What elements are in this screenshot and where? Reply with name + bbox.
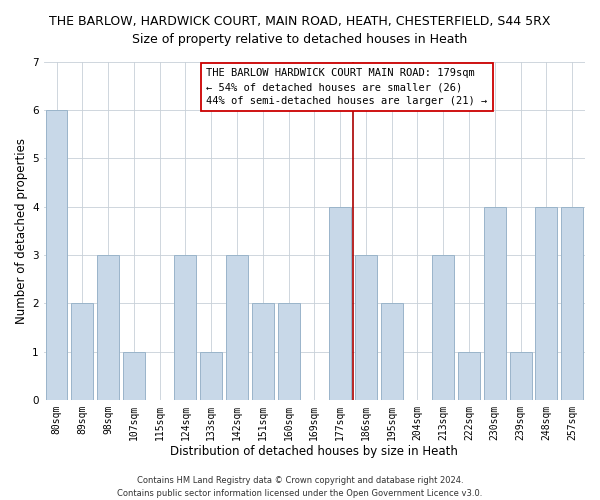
Bar xyxy=(509,352,532,400)
Bar xyxy=(432,255,454,400)
Y-axis label: Number of detached properties: Number of detached properties xyxy=(15,138,28,324)
Text: Size of property relative to detached houses in Heath: Size of property relative to detached ho… xyxy=(133,32,467,46)
X-axis label: Distribution of detached houses by size in Heath: Distribution of detached houses by size … xyxy=(170,444,458,458)
Bar xyxy=(252,304,274,400)
Bar xyxy=(535,206,557,400)
Bar xyxy=(123,352,145,400)
Bar xyxy=(381,304,403,400)
Bar xyxy=(561,206,583,400)
Bar xyxy=(484,206,506,400)
Text: THE BARLOW, HARDWICK COURT, MAIN ROAD, HEATH, CHESTERFIELD, S44 5RX: THE BARLOW, HARDWICK COURT, MAIN ROAD, H… xyxy=(49,15,551,28)
Bar xyxy=(46,110,67,400)
Bar xyxy=(175,255,196,400)
Text: Contains HM Land Registry data © Crown copyright and database right 2024.
Contai: Contains HM Land Registry data © Crown c… xyxy=(118,476,482,498)
Bar xyxy=(278,304,299,400)
Bar xyxy=(458,352,480,400)
Bar xyxy=(355,255,377,400)
Bar xyxy=(329,206,351,400)
Text: THE BARLOW HARDWICK COURT MAIN ROAD: 179sqm
← 54% of detached houses are smaller: THE BARLOW HARDWICK COURT MAIN ROAD: 179… xyxy=(206,68,487,106)
Bar xyxy=(226,255,248,400)
Bar xyxy=(97,255,119,400)
Bar xyxy=(71,304,93,400)
Bar xyxy=(200,352,222,400)
